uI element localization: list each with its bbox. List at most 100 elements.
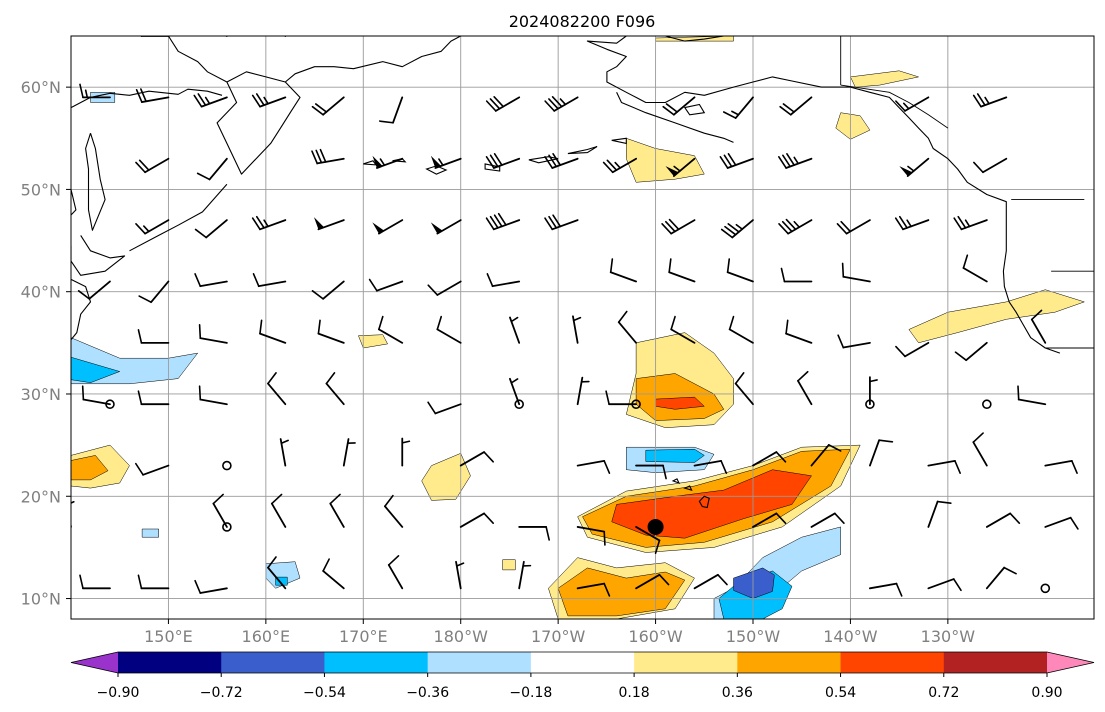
coastline xyxy=(665,36,724,42)
island-outline xyxy=(528,156,559,164)
wind-barb-flag xyxy=(778,155,787,169)
wind-barb-flag xyxy=(319,148,327,163)
wind-barb-flag xyxy=(606,159,618,171)
wind-barb-shaft xyxy=(985,512,1012,528)
wind-barb-pennant xyxy=(372,155,383,168)
wind-barb-flag xyxy=(717,574,728,586)
map-plot-area xyxy=(71,36,1094,619)
wind-barb-flag xyxy=(493,96,505,108)
wind-barb xyxy=(427,280,462,296)
wind-barb-shaft xyxy=(434,403,462,415)
wind-barb xyxy=(313,217,345,231)
wind-barb xyxy=(311,96,345,116)
wind-barb-flag xyxy=(664,220,676,233)
wind-barb xyxy=(572,315,582,344)
wind-barb xyxy=(372,219,404,235)
wind-barb xyxy=(693,573,728,590)
island-outline xyxy=(363,160,378,166)
anomaly-contour-region xyxy=(611,469,812,539)
wind-barb-flag xyxy=(727,153,737,166)
wind-barb xyxy=(329,493,345,528)
wind-barb-flag xyxy=(544,217,554,231)
wind-barb xyxy=(662,96,696,116)
wind-barb xyxy=(377,315,404,344)
wind-barb-flag xyxy=(436,315,443,331)
wind-barb-half-flag xyxy=(280,439,289,445)
wind-barb-flag xyxy=(878,439,894,443)
wind-barb-flag xyxy=(840,220,852,233)
wind-barb-shaft xyxy=(375,280,404,292)
wind-barb-flag xyxy=(954,351,967,361)
wind-barb-half-flag xyxy=(673,165,681,172)
wind-barb xyxy=(283,36,287,37)
wind-barb xyxy=(459,451,494,467)
wind-barb xyxy=(317,319,345,344)
colorbar-segment xyxy=(943,652,1048,673)
wind-barb xyxy=(198,324,228,344)
wind-barb-flag xyxy=(137,329,143,344)
wind-barb-flag xyxy=(605,390,610,406)
wind-barb xyxy=(485,153,521,169)
wind-barb-flag xyxy=(138,159,150,171)
anomaly-contour-region xyxy=(141,528,159,538)
wind-barb-half-flag xyxy=(438,158,444,167)
wind-barb-shaft xyxy=(668,271,696,283)
wind-barb xyxy=(617,310,637,344)
wind-barb-shaft xyxy=(985,566,1006,590)
wind-barb-shaft xyxy=(199,398,228,406)
storm-center-marker xyxy=(647,518,664,535)
wind-barb xyxy=(780,267,813,283)
colorbar-tick-label: 0.72 xyxy=(928,685,959,701)
wind-barb xyxy=(841,262,871,283)
wind-barb-shaft xyxy=(377,328,404,344)
wind-barb xyxy=(778,218,813,235)
wind-barb-pennant xyxy=(430,155,441,168)
wind-barb-pennant xyxy=(899,166,913,177)
anomaly-contour-region xyxy=(71,455,109,481)
wind-barb xyxy=(485,212,521,231)
coastline xyxy=(71,88,223,109)
colorbar-segment xyxy=(737,652,842,673)
wind-barb xyxy=(719,153,754,169)
axis-tick-labels: 150°E 160°E 170°E 180°W 170°W 160°W 150°W 140°W… xyxy=(21,78,976,646)
wind-barb-flag xyxy=(81,385,85,401)
x-tick-label: 160°W xyxy=(628,627,683,646)
anomaly-contour-region xyxy=(850,70,920,88)
wind-barb xyxy=(518,560,532,590)
wind-barb-flag xyxy=(489,215,499,229)
wind-barb-shaft xyxy=(322,570,345,590)
wind-barb-flag xyxy=(962,254,969,269)
wind-barb xyxy=(251,93,287,108)
wind-barb xyxy=(972,432,988,467)
wind-barb-shaft xyxy=(199,337,228,344)
wind-barb xyxy=(401,437,411,467)
wind-barb-flag xyxy=(727,223,740,233)
wind-barb-shaft xyxy=(617,321,637,344)
wind-barb-flag xyxy=(267,372,277,385)
wind-barb-shaft xyxy=(208,157,228,181)
wind-barb-flag xyxy=(489,98,501,110)
wind-barb-flag xyxy=(198,324,202,339)
wind-barb-shaft xyxy=(325,382,345,406)
wind-barb-flag xyxy=(602,161,614,174)
wind-barb xyxy=(311,148,345,165)
wind-barb-flag xyxy=(545,526,550,541)
wind-barb-shaft xyxy=(576,526,606,533)
wind-barb-pennant xyxy=(665,166,679,177)
wind-barb-flag xyxy=(828,444,842,452)
wind-barb-shaft xyxy=(150,280,170,304)
wind-barb xyxy=(985,566,1017,590)
wind-barb xyxy=(79,574,111,590)
wind-barb xyxy=(79,83,111,99)
wind-barb xyxy=(311,280,345,300)
wind-barb-shaft xyxy=(459,451,485,467)
wind-barb-shaft xyxy=(88,280,111,300)
wind-barb-flag xyxy=(548,98,559,110)
wind-barb-shaft xyxy=(785,332,813,344)
wind-barb xyxy=(342,438,356,467)
wind-barb-flag xyxy=(311,150,319,165)
wind-barb-flag xyxy=(193,94,203,108)
wind-barb xyxy=(972,93,1008,108)
wind-barb-flag xyxy=(267,556,277,569)
x-tick-label: 140°W xyxy=(823,627,878,646)
